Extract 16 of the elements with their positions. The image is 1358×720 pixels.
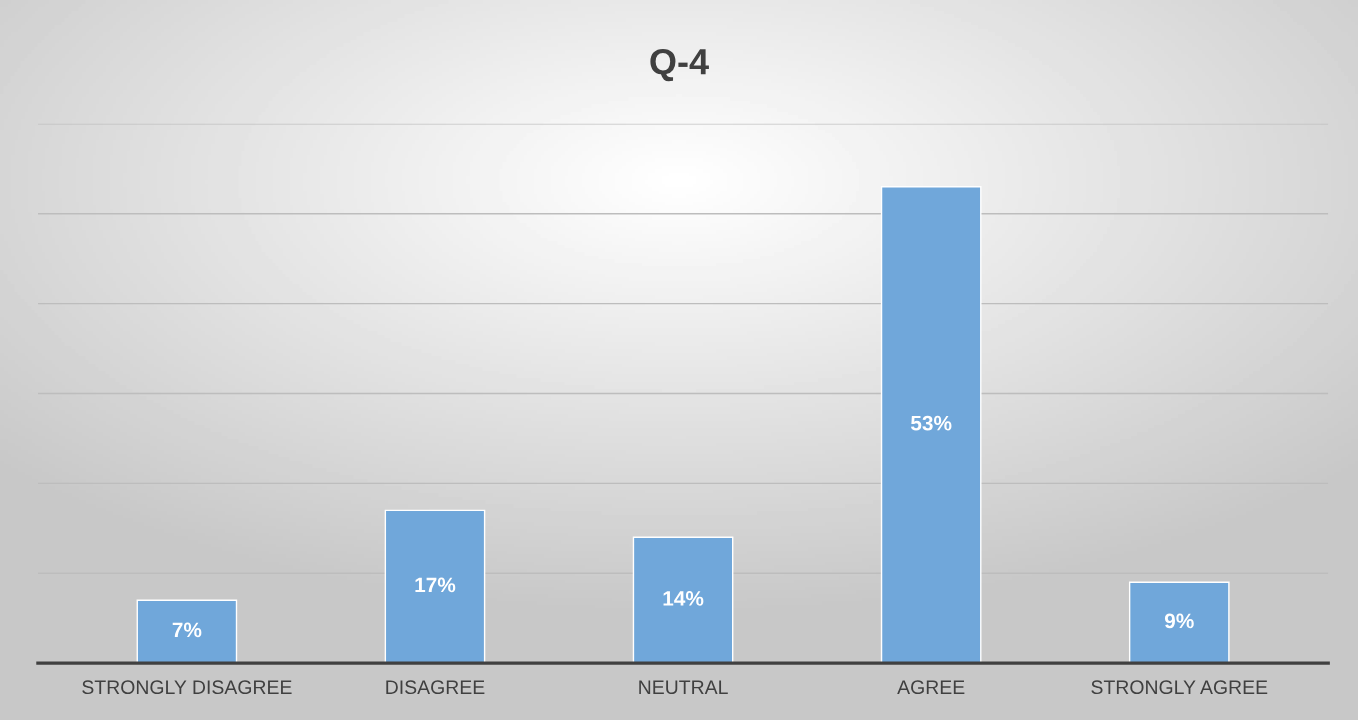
bar <box>632 536 734 664</box>
bar <box>384 509 486 664</box>
x-tick-label: STRONGLY AGREE <box>1091 680 1268 695</box>
x-tick-label: NEUTRAL <box>639 680 728 695</box>
x-tick-label: DISAGREE <box>386 680 485 695</box>
data-label: 17% <box>415 577 456 593</box>
x-tick-label: AGREE <box>897 680 965 695</box>
bar <box>880 186 982 664</box>
data-label: 7% <box>172 622 202 638</box>
chart-title: Q-4 <box>650 48 709 82</box>
data-label: 9% <box>1164 613 1194 629</box>
data-label: 14% <box>663 591 704 606</box>
bar <box>1128 581 1230 664</box>
x-tick-label: STRONGLY DISAGREE <box>82 680 292 695</box>
data-label: 53% <box>910 415 952 431</box>
bar <box>136 599 238 664</box>
